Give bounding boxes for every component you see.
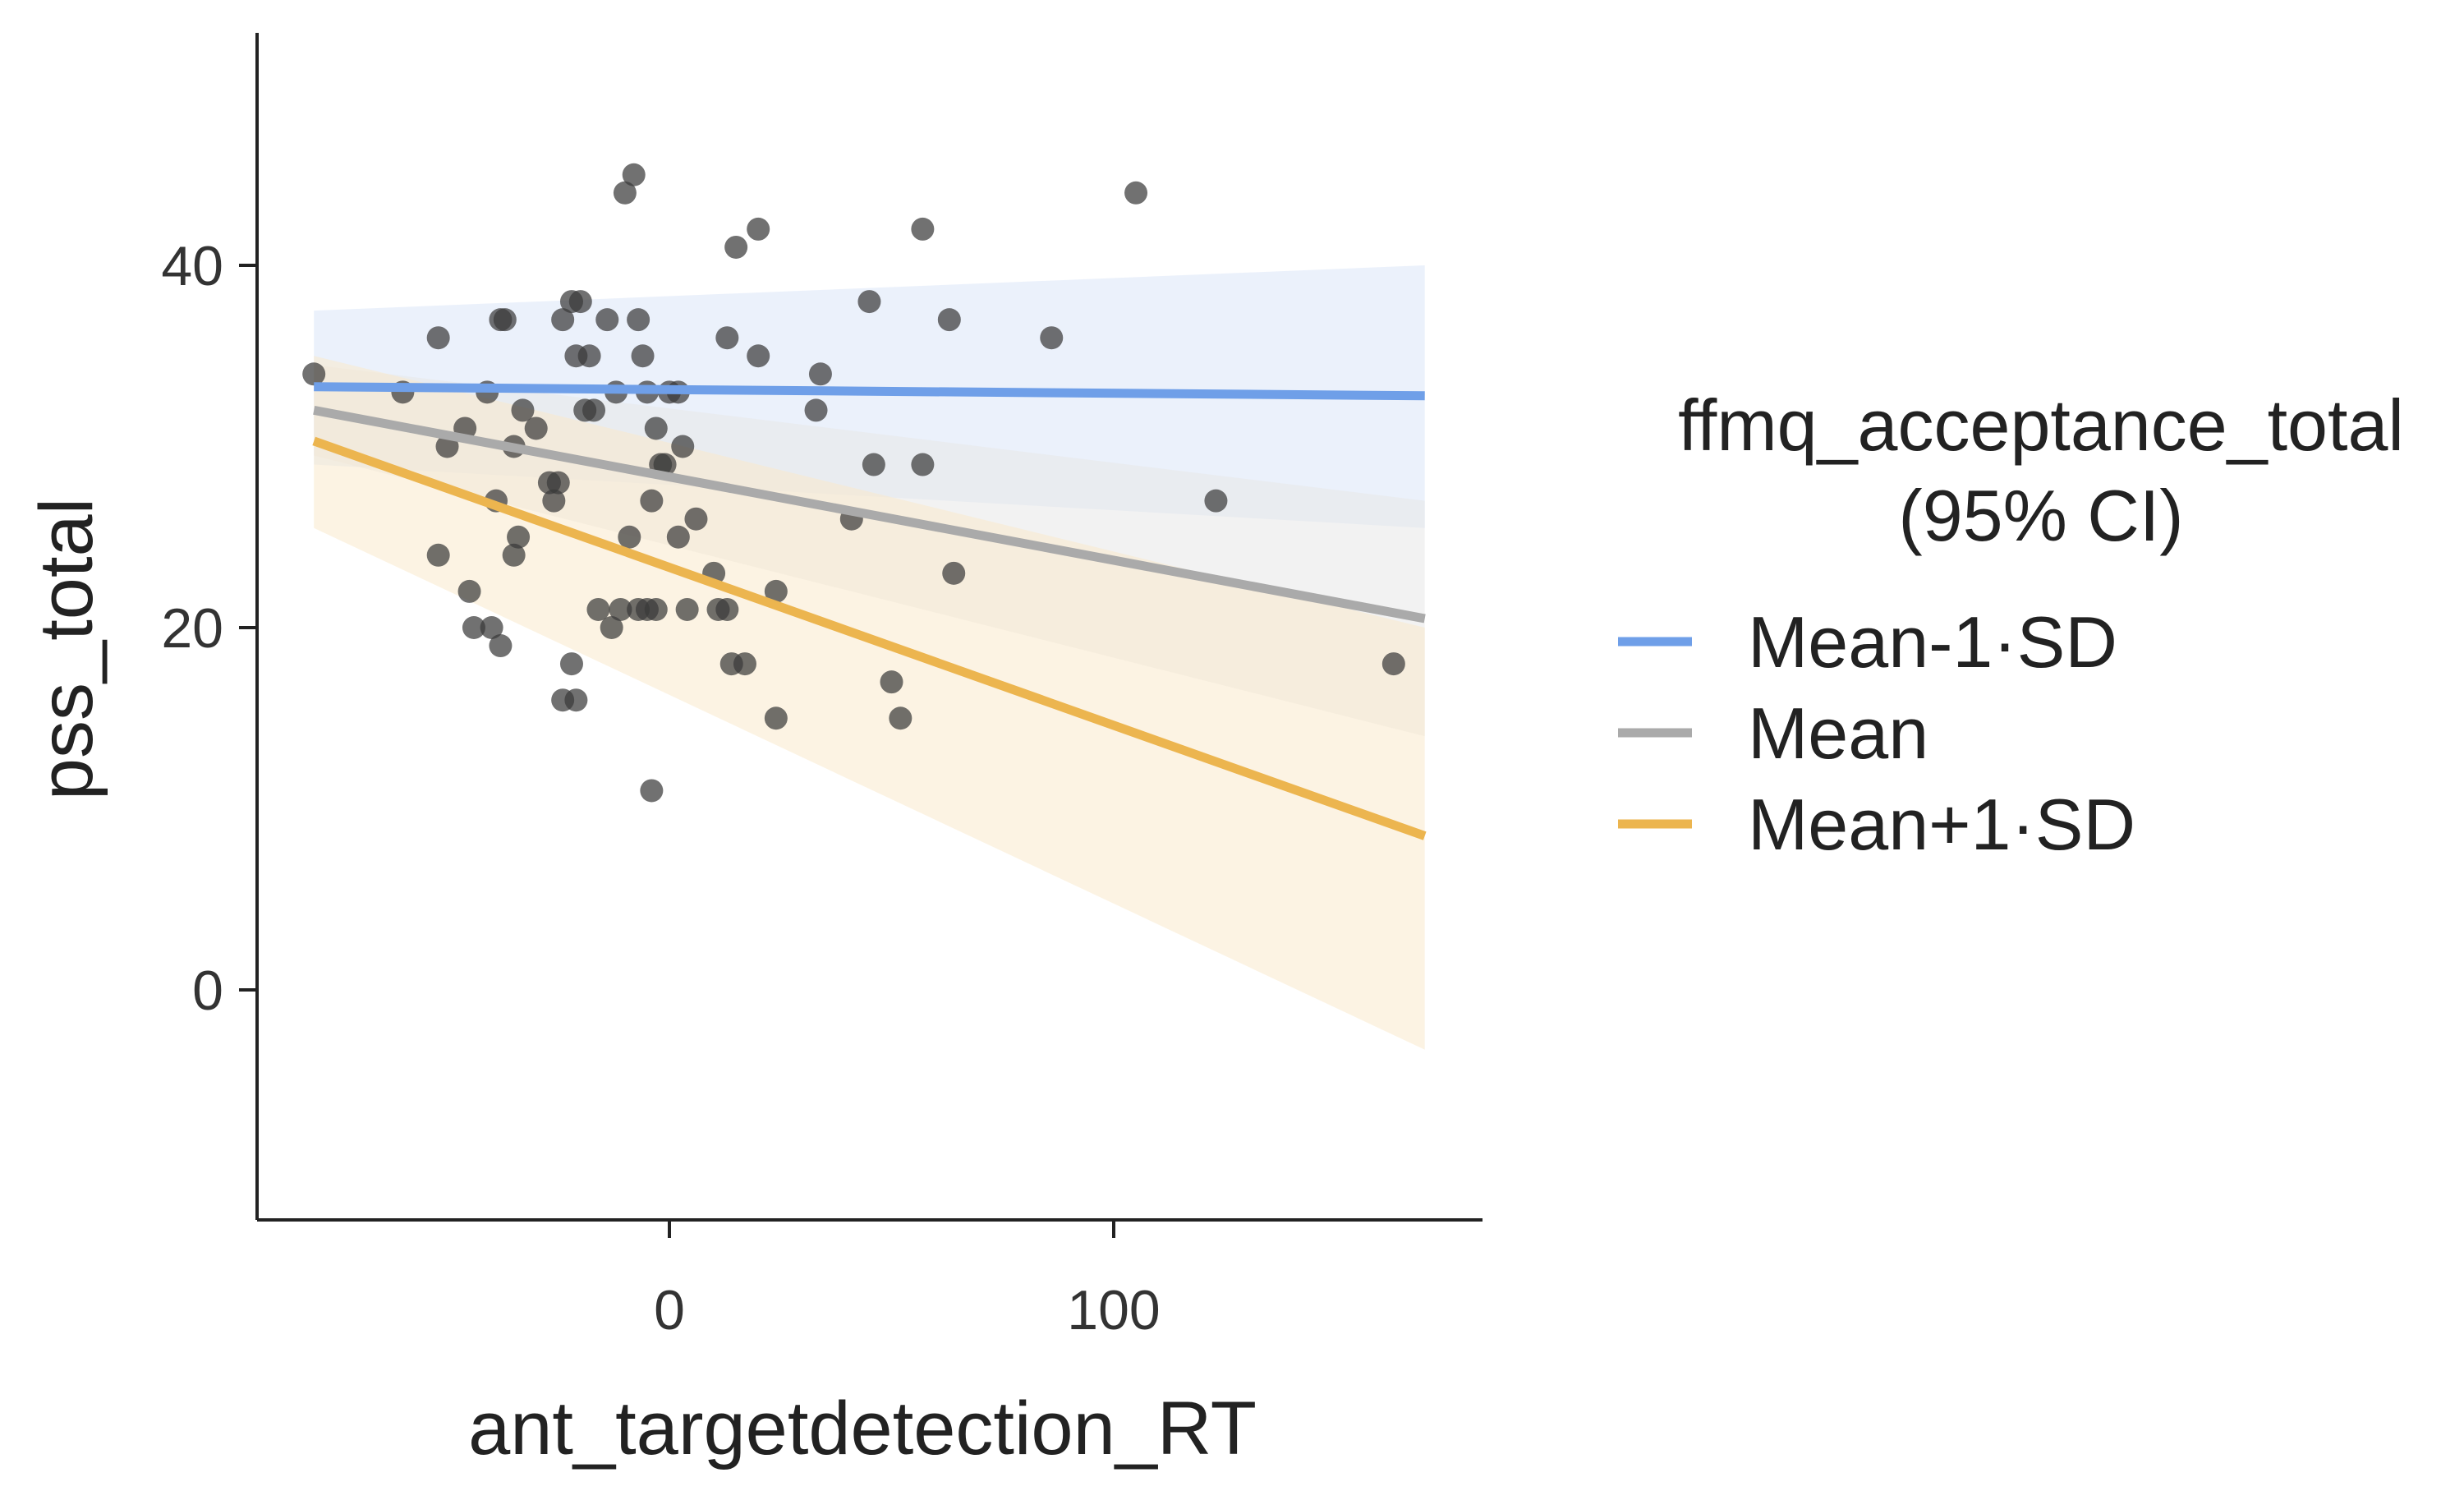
data-point-54 [640,779,664,803]
data-point-2 [426,326,450,350]
data-point-27 [644,416,668,440]
data-point-16 [568,290,592,314]
data-point-47 [564,688,588,712]
data-point-72 [862,453,885,476]
data-point-34 [684,507,708,531]
data-point-68 [804,398,828,422]
data-point-39 [480,616,503,639]
data-point-36 [426,543,450,567]
data-point-79 [1040,326,1064,350]
data-point-82 [1381,652,1405,676]
data-point-46 [559,652,583,676]
data-point-81 [1204,489,1228,513]
y-axis-title: pss_total [25,498,108,800]
data-point-69 [808,362,832,386]
data-point-44 [542,489,566,513]
data-point-33 [640,489,664,513]
legend: ffmq_acceptance_total (95% CI) Mean-1·SD… [1618,384,2404,865]
data-point-37 [457,579,481,603]
data-point-59 [715,597,739,621]
data-point-63 [724,235,748,259]
data-point-41 [489,634,513,658]
regression-line-mean-1-sd [314,382,1425,401]
data-point-51 [618,525,641,549]
data-point-38 [462,616,485,639]
data-point-78 [942,561,966,585]
data-point-71 [857,290,881,314]
regression-lines [312,382,1427,840]
data-point-49 [600,616,623,639]
ticks: 0 20 40 0 100 [161,235,1160,1341]
data-point-32 [671,435,695,458]
data-point-75 [911,453,935,476]
y-tick-label-40: 40 [161,235,223,297]
data-point-76 [911,217,935,241]
x-axis-title: ant_targetdetection_RT [468,1387,1257,1470]
data-point-20 [595,308,619,332]
legend-subtitle: (95% CI) [1898,475,2183,556]
data-point-74 [889,706,913,730]
data-point-19 [582,398,606,422]
data-point-0 [302,362,326,386]
data-point-48 [586,597,610,621]
data-point-24 [627,308,650,332]
data-point-12 [546,471,570,495]
data-point-7 [493,308,517,332]
data-point-80 [1124,181,1148,205]
data-point-67 [764,706,788,730]
legend-title: ffmq_acceptance_total [1678,384,2404,466]
data-point-56 [675,597,699,621]
data-point-23 [622,163,646,186]
data-point-77 [937,308,961,332]
regression-line-mean [313,405,1426,624]
data-point-13 [551,308,575,332]
data-point-10 [524,416,548,440]
legend-label-mean: Mean [1748,693,1928,774]
x-tick-label-0: 0 [654,1279,685,1341]
legend-label-mean-1-sd: Mean-1·SD [1748,601,2117,683]
y-tick-label-0: 0 [192,959,223,1022]
data-point-42 [502,543,526,567]
data-point-62 [715,326,739,350]
data-point-43 [507,525,531,549]
ci-band-mean-1-sd [314,356,1425,1050]
data-point-64 [747,344,770,368]
data-point-29 [653,453,677,476]
y-tick-label-20: 20 [161,597,223,660]
regression-line-mean-1-sd [312,436,1427,840]
data-point-35 [666,525,690,549]
data-point-50 [609,597,632,621]
legend-label-mean-1-sd: Mean+1·SD [1748,784,2135,865]
data-point-18 [577,344,601,368]
data-point-9 [511,398,535,422]
data-point-73 [880,670,903,694]
data-point-22 [613,181,637,205]
data-point-61 [733,652,756,676]
data-point-55 [644,597,668,621]
x-tick-label-100: 100 [1067,1279,1160,1341]
data-point-25 [631,344,655,368]
data-point-66 [764,579,788,603]
data-point-65 [747,217,770,241]
